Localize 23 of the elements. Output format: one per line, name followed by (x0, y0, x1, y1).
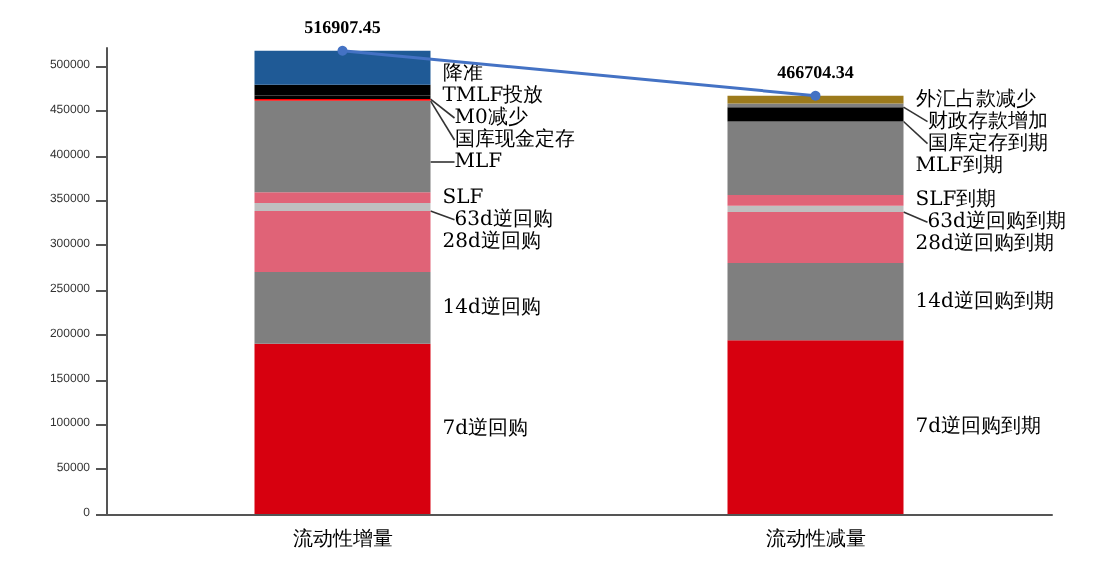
series-label: M0减少 (454, 105, 528, 129)
series-label: 财政存款增加 (927, 108, 1048, 133)
series-label: 14d逆回购 (442, 294, 541, 319)
series-label: SLF到期 (915, 187, 997, 212)
x-tick-label: 流动性减量 (765, 527, 866, 551)
series-label: 63d逆回购 (454, 206, 553, 231)
series-label: 7d逆回购 (442, 415, 529, 440)
series-label: 7d逆回购到期 (915, 414, 1042, 439)
data-label: 516907.45 (304, 16, 382, 37)
series-label: TMLF投放 (442, 83, 544, 107)
series-label: 降准 (442, 61, 483, 85)
series-label: 63d逆回购到期 (927, 209, 1066, 234)
series-label: 外汇占款减少 (915, 86, 1036, 111)
data-label: 466704.34 (777, 61, 855, 82)
series-label: 28d逆回购 (442, 228, 541, 253)
series-label: 14d逆回购到期 (915, 288, 1054, 313)
series-label: SLF (442, 186, 484, 209)
series-label: MLF到期 (915, 152, 1004, 177)
series-label: 国库现金定存 (454, 127, 575, 151)
series-label: 28d逆回购到期 (915, 231, 1054, 256)
x-tick-label: 流动性增量 (292, 527, 393, 551)
series-label: 国库定存到期 (927, 130, 1048, 155)
series-label: MLF (454, 151, 503, 173)
